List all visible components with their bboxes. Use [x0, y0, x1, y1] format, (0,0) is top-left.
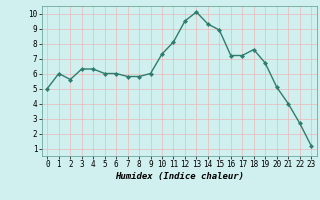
X-axis label: Humidex (Indice chaleur): Humidex (Indice chaleur) — [115, 172, 244, 181]
